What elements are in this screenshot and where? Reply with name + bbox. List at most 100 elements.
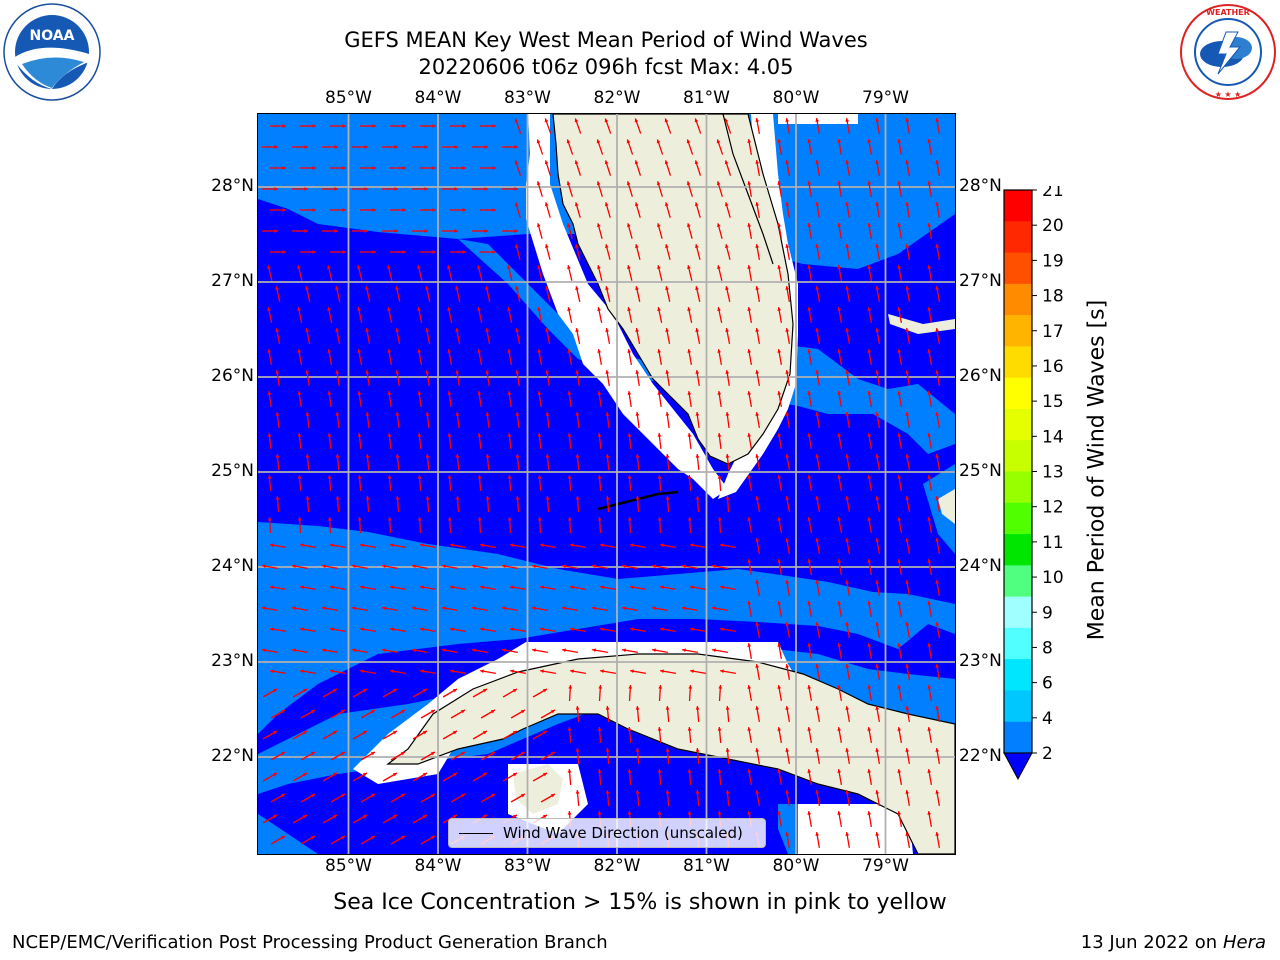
wave-direction-arrow <box>695 495 700 513</box>
wave-direction-arrow <box>657 349 663 365</box>
wave-direction-arrow <box>450 751 466 761</box>
wave-direction-arrow <box>300 793 316 803</box>
wave-direction-arrow <box>687 349 693 365</box>
wave-direction-arrow <box>567 726 572 744</box>
wave-direction-arrow <box>357 432 362 450</box>
wave-direction-arrow <box>360 627 376 633</box>
wave-direction-arrow <box>777 181 783 197</box>
wave-direction-arrow <box>262 688 278 698</box>
wave-direction-arrow <box>664 160 672 176</box>
wave-direction-arrow <box>575 705 580 723</box>
wave-direction-arrow <box>682 564 698 570</box>
wave-direction-arrow <box>660 627 676 633</box>
wave-direction-arrow <box>815 538 821 554</box>
wave-direction-arrow <box>532 688 548 698</box>
wave-direction-arrow <box>935 496 941 512</box>
wave-direction-arrow <box>387 307 393 323</box>
wave-direction-arrow <box>275 328 281 344</box>
wave-direction-arrow <box>657 516 662 534</box>
wave-direction-arrow <box>905 244 911 260</box>
wave-direction-arrow <box>747 139 753 155</box>
wave-direction-arrow <box>442 606 458 612</box>
wave-direction-arrow <box>627 390 632 408</box>
wave-direction-arrow <box>597 726 602 744</box>
wave-direction-arrow <box>875 202 881 218</box>
wave-direction-arrow <box>660 585 676 591</box>
wave-direction-arrow <box>927 559 933 575</box>
wave-direction-arrow <box>300 709 316 719</box>
wave-direction-arrow <box>867 727 873 743</box>
wave-direction-arrow <box>634 160 642 176</box>
lon-tick-label: 81°W <box>683 88 730 108</box>
wave-direction-arrow <box>335 286 341 302</box>
wave-direction-arrow <box>275 370 280 386</box>
wave-direction-arrow <box>720 543 736 549</box>
colorbar-segment <box>1004 627 1032 660</box>
wave-direction-arrow <box>725 747 730 765</box>
wave-direction-arrow <box>360 669 376 675</box>
colorbar-tick-label: 16 <box>1042 357 1064 377</box>
wave-direction-arrow <box>544 202 551 218</box>
wave-direction-arrow <box>905 454 911 470</box>
wave-direction-arrow <box>658 684 663 702</box>
wave-direction-arrow <box>785 202 791 218</box>
wave-direction-arrow <box>694 160 702 176</box>
wave-direction-arrow <box>627 726 632 744</box>
wave-direction-arrow <box>537 265 543 281</box>
wave-direction-arrow <box>450 669 466 675</box>
wave-direction-arrow <box>935 286 941 302</box>
wave-direction-arrow <box>785 580 791 596</box>
period-band-2-4 <box>258 522 955 734</box>
wave-direction-arrow <box>712 648 728 654</box>
wave-direction-arrow <box>755 160 761 176</box>
wave-direction-arrow <box>382 229 398 233</box>
wave-direction-arrow <box>262 606 278 612</box>
colorbar-tick-label: 6 <box>1042 674 1053 694</box>
wave-direction-arrow <box>450 543 466 549</box>
wave-direction-arrow <box>502 648 518 654</box>
wave-direction-arrow <box>717 432 722 450</box>
lon-tick-label: 79°W <box>862 856 909 876</box>
wave-direction-arrow <box>935 580 941 596</box>
noaa-logo-text: NOAA <box>30 28 75 44</box>
wave-direction-arrow <box>450 208 466 212</box>
wave-direction-arrow <box>635 453 640 471</box>
wave-direction-arrow <box>875 748 881 764</box>
wave-direction-arrow <box>472 229 488 233</box>
wave-direction-arrow <box>545 411 550 429</box>
wave-direction-arrow <box>292 688 308 698</box>
wave-direction-arrow <box>875 496 881 512</box>
wave-direction-arrow <box>267 390 272 408</box>
wave-direction-arrow <box>267 349 273 365</box>
colorbar-segment <box>1004 190 1032 222</box>
wave-direction-arrow <box>725 244 731 260</box>
wave-direction-arrow <box>785 622 791 638</box>
wave-direction-arrow <box>747 769 753 785</box>
wave-direction-arrow <box>270 208 286 212</box>
wave-direction-arrow <box>575 244 581 260</box>
wave-direction-arrow <box>747 349 753 365</box>
wave-direction-arrow <box>570 585 586 591</box>
lat-tick-label: 22°N <box>959 746 1002 766</box>
wave-direction-arrow <box>695 328 701 344</box>
wave-direction-arrow <box>387 516 392 534</box>
wave-direction-arrow <box>472 648 488 654</box>
wave-direction-arrow <box>627 768 632 786</box>
wave-direction-arrow <box>365 411 370 429</box>
colorbar-tick-label: 13 <box>1042 463 1064 483</box>
wave-direction-arrow <box>567 307 573 323</box>
wave-direction-arrow <box>747 643 753 659</box>
wave-direction-arrow <box>747 307 753 323</box>
wave-direction-arrow <box>360 124 376 128</box>
wave-direction-arrow <box>845 748 851 764</box>
wave-direction-arrow <box>725 328 731 344</box>
wave-direction-arrow <box>544 118 552 134</box>
wave-direction-arrow <box>360 709 376 719</box>
wave-direction-arrow <box>292 564 308 570</box>
colorbar-segment <box>1004 221 1032 254</box>
wave-direction-arrow <box>360 751 376 761</box>
wave-direction-arrow <box>845 244 851 260</box>
wave-direction-arrow <box>935 118 941 134</box>
wave-direction-arrow <box>357 349 363 365</box>
wave-direction-arrow <box>335 495 340 513</box>
